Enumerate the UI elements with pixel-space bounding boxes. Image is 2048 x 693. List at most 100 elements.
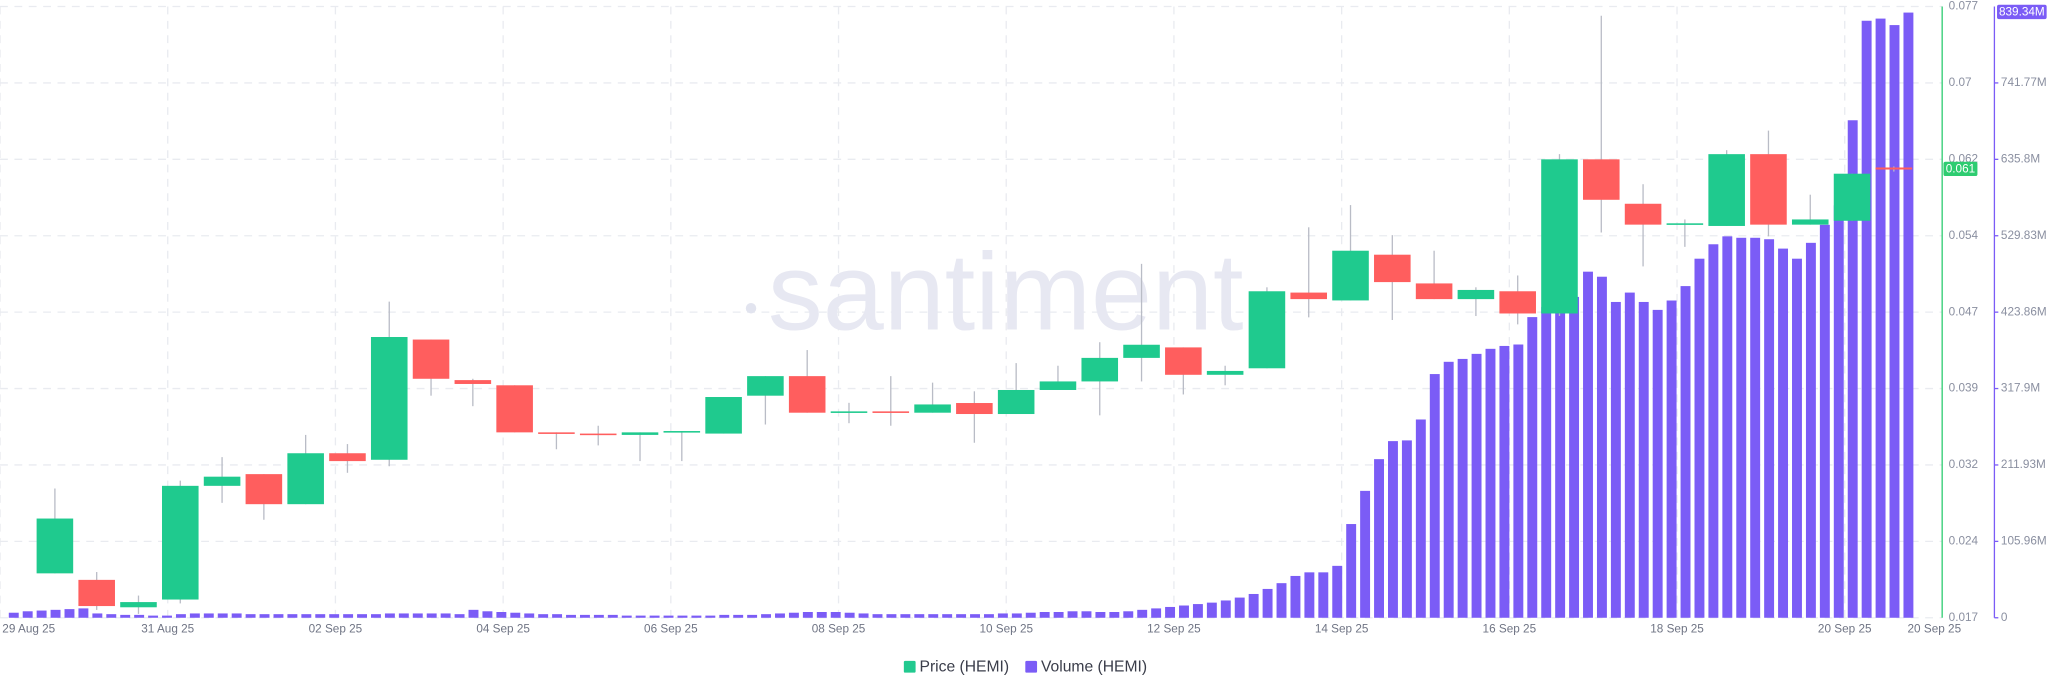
volume-bar <box>189 613 200 618</box>
volume-bar <box>1374 459 1384 618</box>
candle-body <box>1875 167 1913 170</box>
y2-tick-label: 529.83M <box>2001 229 2047 242</box>
volume-bar <box>1206 602 1217 618</box>
volume-bar <box>1596 276 1607 618</box>
volume-bar <box>747 614 758 618</box>
volume-bar <box>1499 345 1510 618</box>
candle-body <box>1457 289 1495 300</box>
volume-bar <box>301 614 312 618</box>
volume-bar <box>8 612 19 618</box>
volume-bar <box>1624 292 1635 618</box>
volume-bar <box>524 613 535 618</box>
candle-body <box>370 337 408 460</box>
volume-bar <box>621 615 632 618</box>
volume-bar <box>900 614 911 618</box>
volume-bar <box>1485 348 1496 618</box>
candle-body <box>1248 291 1286 369</box>
volume-bar <box>1276 583 1287 618</box>
volume-bar <box>22 611 33 618</box>
volume-bar <box>1443 361 1454 618</box>
volume-bar <box>106 614 117 618</box>
volume-bar <box>482 611 493 618</box>
candle-body <box>1666 223 1704 225</box>
volume-bar <box>1805 242 1816 618</box>
volume-bar <box>956 614 967 618</box>
y-tick-label: 0.039 <box>1949 382 1978 395</box>
volume-bar <box>1680 286 1691 618</box>
volume-bar <box>1889 25 1900 618</box>
candle-body <box>329 453 366 462</box>
volume-bar <box>510 612 521 618</box>
candle-body <box>1374 254 1411 283</box>
volume-bar <box>1262 588 1273 618</box>
volume-bar <box>1764 239 1775 618</box>
volume-bar <box>468 609 479 618</box>
volume-bar <box>217 613 228 618</box>
candle-body <box>1708 154 1745 226</box>
x-tick-label: 14 Sep 25 <box>1315 623 1369 636</box>
candle-body <box>621 432 659 435</box>
volume-bar <box>635 615 646 618</box>
volume-bar <box>1248 593 1259 618</box>
volume-bar <box>1109 612 1120 618</box>
volume-bar <box>1388 441 1398 618</box>
volume-bar <box>705 615 716 618</box>
volume-bar <box>1569 296 1580 618</box>
volume-bar <box>412 613 423 618</box>
candle-body <box>1206 370 1244 375</box>
candle-body <box>1541 159 1578 314</box>
candle-body <box>454 380 492 384</box>
volume-bar <box>426 613 437 618</box>
volume-bar <box>329 614 340 618</box>
legend-label[interactable]: Volume (HEMI) <box>1041 659 1147 676</box>
volume-bar <box>1192 604 1203 618</box>
volume-bar <box>454 614 465 618</box>
candle-body <box>1165 347 1202 375</box>
y2-tick-label: 0 <box>2001 611 2008 624</box>
volume-bar <box>245 614 256 618</box>
y-tick-label: 0.047 <box>1949 305 1978 318</box>
candle-body <box>1290 292 1328 300</box>
volume-bar <box>1750 237 1761 618</box>
volume-bar <box>134 614 145 618</box>
volume-bars <box>8 12 1914 618</box>
volume-bar <box>830 612 841 618</box>
x-tick-label: 02 Sep 25 <box>309 623 363 636</box>
volume-bar <box>1179 605 1189 618</box>
volume-bar <box>1722 236 1733 618</box>
volume-bar <box>914 614 925 618</box>
volume-bar <box>1903 12 1914 618</box>
volume-bar <box>1220 600 1231 618</box>
volume-bar <box>148 615 159 618</box>
volume-bar <box>1610 301 1621 618</box>
volume-bar <box>343 614 354 618</box>
y-tick-label: 0.024 <box>1949 534 1979 547</box>
volume-bar <box>92 613 103 618</box>
legend-swatch <box>903 660 916 673</box>
current-volume-marker <box>1997 4 2047 20</box>
legend-label[interactable]: Price (HEMI) <box>920 659 1010 676</box>
candle-body <box>747 376 784 396</box>
volume-bar <box>1360 490 1371 618</box>
volume-bar <box>1011 613 1022 618</box>
volume-bar <box>579 614 590 618</box>
current-price-label: 0.061 <box>1946 163 1975 176</box>
volume-bar <box>788 612 799 618</box>
y-tick-label: 0.07 <box>1949 76 1972 89</box>
volume-bar <box>287 614 298 618</box>
volume-bar <box>1081 611 1092 618</box>
volume-bar <box>1847 120 1858 618</box>
volume-bar <box>1137 609 1148 618</box>
volume-bar <box>538 614 549 618</box>
candle-body <box>412 339 450 379</box>
volume-bar <box>1694 258 1705 618</box>
volume-bar <box>552 614 563 618</box>
volume-bar <box>677 615 688 618</box>
volume-bar <box>1736 237 1747 618</box>
candle-body <box>663 431 701 433</box>
y-tick-label: 0.077 <box>1949 0 1978 13</box>
volume-bar <box>719 614 730 618</box>
watermark-dot <box>745 303 757 314</box>
volume-bar <box>1861 20 1872 618</box>
candle-body <box>538 432 575 434</box>
